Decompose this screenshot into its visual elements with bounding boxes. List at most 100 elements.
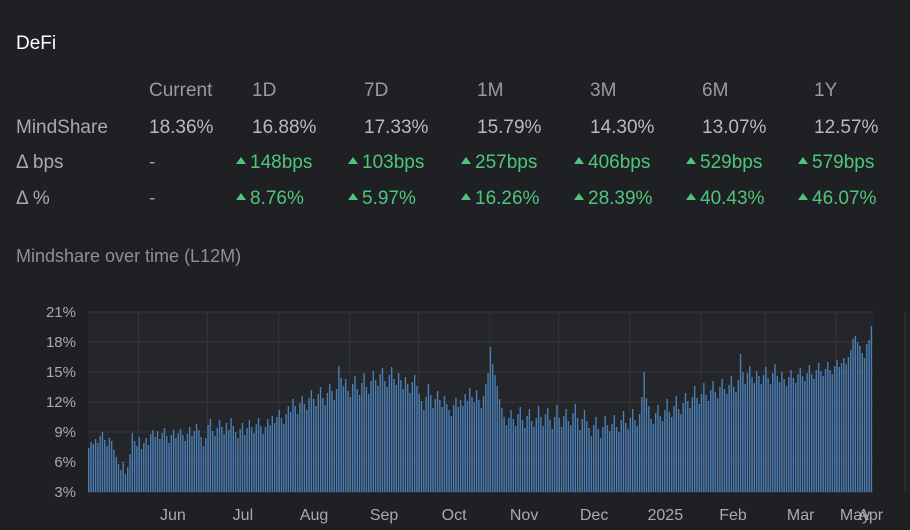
bar — [289, 412, 292, 492]
bar — [207, 425, 209, 492]
bar — [384, 381, 386, 492]
bar — [514, 426, 517, 492]
bar — [827, 362, 829, 492]
bar — [333, 400, 335, 492]
bar — [629, 418, 632, 492]
bar — [253, 433, 255, 492]
delta-bps-1y-value: 579bps — [812, 152, 875, 173]
bar — [423, 410, 425, 492]
bar — [216, 428, 218, 492]
bar — [393, 379, 395, 492]
bar — [652, 424, 655, 492]
bar — [124, 474, 127, 492]
bar — [680, 414, 682, 492]
bar — [338, 366, 340, 492]
bar — [202, 446, 205, 492]
bar — [159, 439, 161, 492]
bar — [97, 443, 99, 492]
bar — [762, 375, 765, 492]
bar — [526, 416, 528, 492]
bar — [475, 390, 478, 492]
bar — [347, 391, 349, 492]
bar — [698, 404, 700, 492]
bar — [117, 464, 120, 492]
bar — [535, 418, 537, 492]
bar — [324, 405, 326, 492]
bar — [560, 427, 563, 492]
bar — [420, 401, 423, 492]
bar — [370, 381, 372, 492]
bar — [317, 394, 319, 492]
bar — [294, 406, 296, 492]
bar — [273, 423, 276, 492]
bar — [459, 400, 462, 492]
delta-bps-7d: 103bps — [348, 152, 424, 174]
page-title: DeFi — [16, 33, 57, 54]
bar — [310, 390, 313, 492]
bar — [179, 429, 182, 492]
bar — [528, 409, 531, 492]
col-header-7d: 7D — [364, 80, 389, 101]
bar — [746, 373, 749, 492]
bar — [788, 377, 790, 492]
bar — [817, 363, 820, 492]
bar — [553, 417, 556, 492]
bar — [714, 392, 717, 492]
bar — [448, 410, 450, 492]
delta-bps-current: - — [149, 152, 156, 173]
bar — [388, 375, 391, 492]
bar — [466, 401, 469, 492]
bar — [452, 405, 455, 492]
delta-pct-7d: 5.97% — [348, 188, 416, 210]
bar — [407, 384, 409, 492]
delta-pct-1d-value: 8.76% — [250, 188, 304, 209]
bar — [501, 408, 503, 492]
bar — [99, 436, 101, 492]
bar — [374, 380, 377, 492]
bar — [797, 374, 799, 492]
bar — [677, 409, 680, 492]
bar — [257, 418, 260, 492]
bar — [361, 383, 363, 492]
bar — [331, 391, 333, 492]
x-tick-label: Aug — [300, 507, 328, 524]
bar — [205, 438, 207, 492]
bar — [700, 394, 703, 492]
bar — [537, 406, 540, 492]
bar — [551, 429, 554, 492]
bar — [705, 395, 707, 492]
bar — [765, 367, 767, 492]
bar — [156, 431, 159, 492]
bar — [482, 396, 485, 492]
bar — [751, 377, 753, 492]
bar — [854, 336, 857, 492]
bar — [586, 421, 588, 492]
bar — [411, 382, 414, 492]
bar — [693, 386, 696, 492]
bar — [200, 437, 202, 492]
bar — [661, 421, 664, 492]
bar — [356, 389, 358, 492]
bar — [342, 386, 345, 492]
bar — [774, 364, 776, 492]
bar — [409, 393, 411, 492]
bar — [365, 387, 368, 492]
y-tick-label: 18% — [46, 334, 76, 351]
bar — [267, 419, 269, 492]
bar — [372, 371, 375, 492]
bar — [668, 412, 671, 492]
bar — [783, 379, 785, 492]
x-tick-label: Feb — [719, 507, 747, 524]
bar — [719, 387, 721, 492]
bar — [329, 384, 331, 492]
bar — [122, 462, 124, 492]
bar — [755, 371, 758, 492]
delta-bps-7d-value: 103bps — [362, 152, 425, 173]
bar — [790, 370, 792, 492]
bar — [280, 418, 283, 492]
bar — [303, 404, 306, 492]
bar — [806, 373, 808, 492]
bar — [815, 370, 818, 492]
bar — [480, 408, 482, 492]
up-triangle-icon — [236, 157, 246, 164]
